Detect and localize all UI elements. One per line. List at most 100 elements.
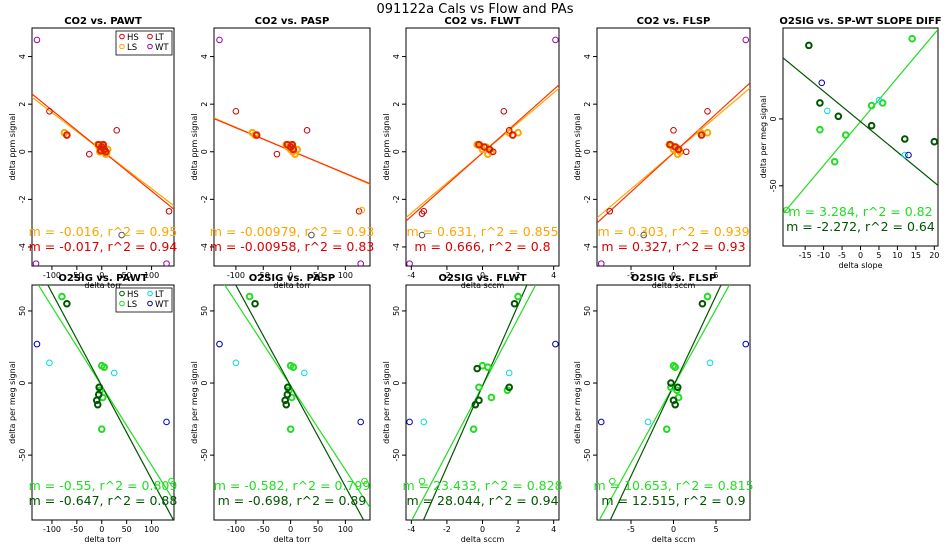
panel-title: O2SIG vs. SP-WT SLOPE DIFF [779,16,941,27]
data-point [92,396,101,405]
data-point [85,150,93,158]
x-tick-label: -2 [443,525,451,534]
data-point [95,383,104,392]
plot-area [32,36,174,266]
y-tick-label: 50 [583,306,592,316]
data-point [94,390,103,399]
data-point [58,292,66,301]
x-tick-label: -4 [407,525,415,534]
data-point [508,131,517,139]
legend-label: HS [127,33,139,43]
legend-label: WT [155,43,169,53]
data-point [500,108,508,115]
data-point [489,148,497,156]
y-axis-label: delta ppm signal [8,114,17,181]
x-tick-label: -50 [257,525,270,534]
data-point [216,36,223,44]
plot-area [406,285,559,520]
legend-marker [147,33,153,40]
data-point [698,299,707,308]
data-point [165,207,173,215]
plot-frame [213,284,371,521]
x-tick-label: 4 [551,271,556,280]
data-point [674,145,683,154]
y-axis-label: delta ppm signal [190,114,199,181]
data-point [118,231,125,239]
data-point [484,363,492,371]
x-tick-label: -50 [70,525,83,534]
data-point [357,418,364,426]
y-tick-label: 0 [392,380,401,385]
panel-title: CO2 vs. FLWT [444,16,520,27]
data-point [905,151,912,159]
data-point [706,359,714,367]
x-tick-label: 0 [480,271,485,280]
x-tick-label: -100 [43,271,61,280]
plot-frame [31,284,175,521]
data-point [357,260,364,266]
fit-stat: m = -0.582, r^2 = 0.799 [214,478,371,493]
legend-box [115,30,173,56]
data-point [901,151,909,159]
x-tick-label: -100 [43,525,61,534]
y-axis-label: delta per meg signal [759,96,768,179]
y-tick-label: 0 [583,149,592,154]
data-point [505,127,513,134]
x-tick-label: -5 [627,271,635,280]
data-point [487,393,496,402]
data-point [900,135,909,143]
data-point [867,101,876,110]
data-point [644,418,652,426]
fit-stat: m = 3.284, r^2 = 0.82 [788,204,932,219]
data-point [471,400,480,409]
data-point [475,383,483,392]
data-point [505,383,513,392]
x-tick-label: 15 [911,251,921,260]
panel-8: O2SIG vs. FLWT -4 -2 0 2 4 -50 0 50 delta sccm del… [382,273,563,544]
x-tick-label: 50 [313,271,323,280]
fit-line [422,285,528,520]
data-point [418,210,426,217]
data-point [110,369,118,377]
data-point [33,36,41,44]
fit-stat: m = 12.515, r^2 = 0.9 [601,493,745,508]
legend-marker [119,43,125,50]
plot-frame [31,27,175,267]
data-point [597,260,605,266]
y-tick-label: 0 [392,149,401,154]
panel-title: O2SIG vs. FLWT [438,273,526,284]
data-point [473,364,481,373]
data-point [245,292,254,301]
legend-label: LS [127,300,137,310]
data-point [671,363,680,371]
data-point [514,292,522,301]
data-point [93,400,102,409]
legend-marker [147,290,153,297]
y-tick-label: 0 [18,149,27,154]
y-axis-label: delta per meg signal [190,361,199,444]
legend-marker [119,300,125,307]
y-tick-label: 0 [200,380,209,385]
x-tick-label: 4 [551,525,556,534]
data-point [552,340,559,348]
x-tick-label: -100 [227,525,245,534]
data-point [232,359,240,367]
x-tick-label: 5 [876,251,881,260]
data-point [510,299,519,308]
x-tick-label: 0 [99,271,104,280]
data-point [251,299,259,308]
legend-box [115,287,173,313]
x-tick-label: 20 [929,251,939,260]
y-tick-label: 4 [18,54,27,59]
data-point [669,396,678,405]
x-tick-label: -2 [443,271,451,280]
plot-frame [213,27,371,267]
data-point [834,112,843,121]
data-point [908,34,916,43]
data-point [46,108,53,115]
data-point [469,425,478,433]
y-tick-label: -4 [392,243,401,251]
data-point [358,206,366,214]
